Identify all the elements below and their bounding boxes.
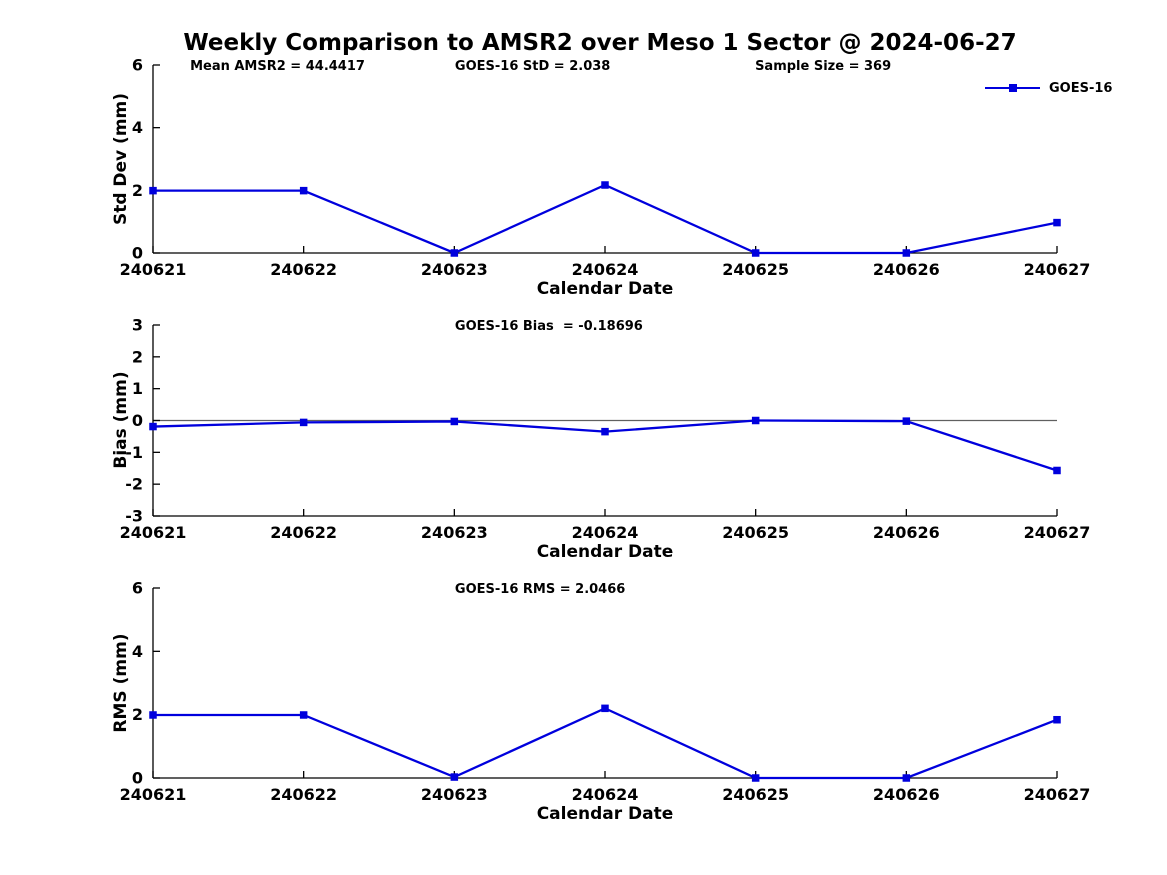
data-point-marker <box>1053 715 1061 724</box>
data-point-marker <box>299 418 308 427</box>
data-point-marker <box>902 774 911 782</box>
y-tick-label: 2 <box>132 705 143 724</box>
y-tick-label: 2 <box>132 347 143 366</box>
y-tick-label: -2 <box>125 475 143 494</box>
annotation-text: Sample Size = 369 <box>755 59 891 74</box>
legend-label: GOES-16 <box>1049 80 1113 96</box>
x-tick-label: 240623 <box>421 785 488 804</box>
x-tick-label: 240622 <box>270 523 337 542</box>
annotation-text: GOES-16 StD = 2.038 <box>455 59 610 74</box>
data-point-marker <box>751 774 760 782</box>
x-axis-label-panel2: Calendar Date <box>536 542 674 562</box>
x-tick-label: 240623 <box>421 523 488 542</box>
x-axis-label-panel3: Calendar Date <box>536 804 674 824</box>
data-point-marker <box>601 427 609 436</box>
x-tick-label: 240621 <box>120 523 187 542</box>
data-point-marker <box>751 416 760 425</box>
x-tick-label: 240625 <box>722 523 789 542</box>
x-tick-label: 240626 <box>873 785 940 804</box>
x-tick-label: 240624 <box>572 260 639 279</box>
x-tick-label: 240627 <box>1024 523 1091 542</box>
legend: GOES-16 <box>985 80 1113 96</box>
data-point-marker <box>149 186 157 195</box>
series-line-goes-16 <box>153 707 1058 780</box>
data-point-marker <box>902 417 911 425</box>
legend-square-marker-icon <box>1008 83 1017 92</box>
data-point-marker <box>149 711 157 719</box>
data-point-marker <box>299 186 308 195</box>
x-tick-label: 240623 <box>421 260 488 279</box>
data-point-marker <box>450 249 459 257</box>
data-point-marker <box>1053 466 1061 475</box>
y-tick-label: 2 <box>132 181 143 200</box>
x-tick-label: 240624 <box>572 523 639 542</box>
x-tick-label: 240627 <box>1024 785 1091 804</box>
y-tick-label: 3 <box>132 316 143 335</box>
data-point-marker <box>751 249 760 257</box>
x-tick-label: 240621 <box>120 260 187 279</box>
y-tick-label: 0 <box>132 244 143 263</box>
data-point-marker <box>149 422 157 431</box>
x-tick-label: 240625 <box>722 260 789 279</box>
data-point-marker <box>450 773 459 781</box>
data-point-marker <box>1053 218 1061 227</box>
y-tick-label: -1 <box>125 443 143 462</box>
data-point-marker <box>601 704 609 713</box>
x-tick-label: 240625 <box>722 785 789 804</box>
annotation-text: GOES-16 RMS = 2.0466 <box>455 582 625 597</box>
legend-line-sample <box>985 83 1040 92</box>
x-tick-label: 240621 <box>120 785 187 804</box>
annotation-text: GOES-16 Bias = -0.18696 <box>455 319 643 334</box>
figure-title: Weekly Comparison to AMSR2 over Meso 1 S… <box>183 30 1017 56</box>
y-tick-label: 6 <box>132 579 143 598</box>
y-tick-label: -3 <box>125 507 143 526</box>
y-tick-label: 4 <box>132 118 143 137</box>
x-tick-label: 240622 <box>270 785 337 804</box>
data-point-marker <box>299 711 308 719</box>
series-line-goes-16 <box>153 183 1058 255</box>
x-tick-label: 240626 <box>873 523 940 542</box>
data-point-marker <box>601 181 609 189</box>
x-tick-label: 240624 <box>572 785 639 804</box>
x-axis-label-panel1: Calendar Date <box>536 279 674 299</box>
x-tick-label: 240622 <box>270 260 337 279</box>
y-tick-label: 4 <box>132 642 143 661</box>
y-tick-label: 0 <box>132 769 143 788</box>
y-tick-label: 0 <box>132 411 143 430</box>
data-point-marker <box>902 249 911 257</box>
y-tick-label: 1 <box>132 379 143 398</box>
x-tick-label: 240626 <box>873 260 940 279</box>
y-tick-label: 6 <box>132 56 143 75</box>
data-point-marker <box>450 417 459 426</box>
x-tick-label: 240627 <box>1024 260 1091 279</box>
annotation-text: Mean AMSR2 = 44.4417 <box>190 59 365 74</box>
